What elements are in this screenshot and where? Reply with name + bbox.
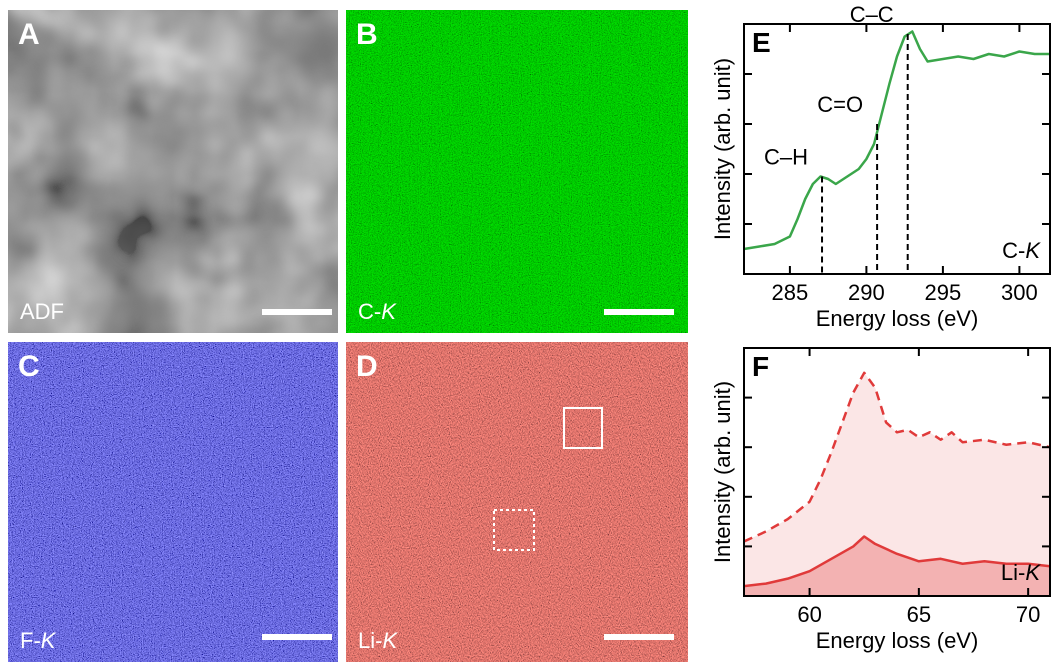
adf-image-panel: A ADF: [8, 10, 338, 333]
chart-f-lithium-k-spectrum: F 60 65 70 Energy loss (eV) Intensity (arb. u…: [696, 342, 1056, 666]
carbon-k-label: C-K: [358, 299, 396, 324]
chart-e-carbon-k-spectrum: E C–H C=O C–C 285 290 295 300 Energy loss (eV) In…: [696, 2, 1056, 338]
inset-label: C-K: [1002, 238, 1041, 263]
scale-bar: [604, 634, 674, 640]
x-tick-label: 65: [907, 602, 931, 627]
x-tick-label: 300: [1001, 280, 1038, 305]
series-line-1: [743, 535, 1051, 588]
x-tick-label: 70: [1016, 602, 1040, 627]
lithium-k-map: [346, 342, 688, 662]
annotation-label-2: C–C: [850, 2, 894, 27]
adf-label: ADF: [20, 299, 64, 324]
plot-frame: [743, 347, 1051, 597]
fluorine-k-map-panel: C F-K: [8, 342, 338, 662]
series-line-0: [743, 30, 1050, 251]
y-axis-label: Intensity (arb. unit): [710, 58, 735, 240]
fluorine-k-map: [8, 342, 338, 662]
annotation-label-0: C–H: [764, 145, 808, 170]
lithium-k-map-panel: D Li-K: [346, 342, 688, 662]
dashed-roi-box: [493, 509, 535, 551]
carbon-k-map: [346, 10, 688, 333]
inset-label: Li-K: [1001, 560, 1041, 585]
x-axis-label: Energy loss (eV): [816, 306, 979, 331]
panel-letter-d: D: [356, 350, 378, 383]
x-tick-label: 295: [925, 280, 962, 305]
carbon-k-map-panel: B C-K: [346, 10, 688, 333]
x-tick-label: 60: [797, 602, 821, 627]
adf-image: [8, 10, 338, 333]
series-line-0: [743, 371, 1051, 543]
panel-letter-b: B: [356, 18, 378, 51]
chart-e-svg: E C–H C=O C–C 285 290 295 300 Energy loss (eV) In…: [710, 2, 1051, 331]
solid-roi-box: [563, 407, 603, 449]
fluorine-k-label: F-K: [20, 628, 56, 653]
chart-f-svg: F 60 65 70 Energy loss (eV) Intensity (arb. u…: [710, 347, 1051, 653]
panel-letter-e: E: [752, 27, 771, 58]
annotation-label-1: C=O: [817, 92, 863, 117]
panel-letter-a: A: [18, 18, 40, 51]
plot-frame: [743, 23, 1051, 275]
y-axis-label: Intensity (arb. unit): [710, 381, 735, 563]
scale-bar: [262, 309, 332, 315]
x-axis-label: Energy loss (eV): [816, 628, 979, 653]
scale-bar: [604, 309, 674, 315]
panel-letter-c: C: [18, 350, 40, 383]
panel-letter-f: F: [752, 351, 769, 382]
series-area-1: [744, 536, 1050, 596]
x-tick-label: 290: [848, 280, 885, 305]
scale-bar: [262, 634, 332, 640]
lithium-k-label: Li-K: [358, 628, 398, 653]
x-tick-label: 285: [772, 280, 809, 305]
series-area-0: [744, 372, 1050, 596]
